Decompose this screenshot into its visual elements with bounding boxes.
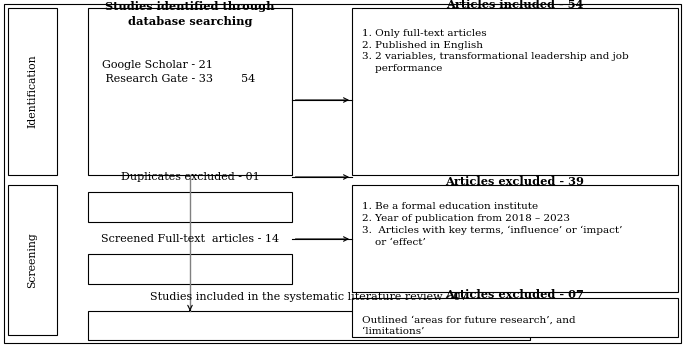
Text: Identification: Identification <box>27 55 38 128</box>
Text: Articles excluded - 39: Articles excluded - 39 <box>445 176 584 187</box>
Text: Articles included - 54: Articles included - 54 <box>447 0 584 10</box>
Text: Articles excluded - 07: Articles excluded - 07 <box>445 289 584 300</box>
Text: Screening: Screening <box>27 232 38 288</box>
Bar <box>352 185 678 292</box>
Text: Screened Full-text  articles - 14: Screened Full-text articles - 14 <box>101 234 279 244</box>
Text: Duplicates excluded - 01: Duplicates excluded - 01 <box>121 172 260 182</box>
Text: Outlined ‘areas for future research’, and
‘limitations’: Outlined ‘areas for future research’, an… <box>362 315 576 336</box>
Bar <box>8 185 57 335</box>
Text: Studies identified through
database searching: Studies identified through database sear… <box>105 1 275 27</box>
Text: 1. Only full-text articles
2. Published in English
3. 2 variables, transformatio: 1. Only full-text articles 2. Published … <box>362 29 629 73</box>
Bar <box>352 298 678 337</box>
Bar <box>8 8 57 175</box>
Bar <box>352 8 678 175</box>
Bar <box>88 311 530 340</box>
Text: Studies included in the systematic literature review - 07: Studies included in the systematic liter… <box>150 291 468 302</box>
Bar <box>88 8 292 175</box>
Text: Google Scholar - 21
 Research Gate - 33        54: Google Scholar - 21 Research Gate - 33 5… <box>101 60 255 84</box>
Text: 1. Be a formal education institute
2. Year of publication from 2018 – 2023
3.  A: 1. Be a formal education institute 2. Ye… <box>362 202 623 247</box>
Bar <box>88 254 292 284</box>
Bar <box>88 192 292 222</box>
